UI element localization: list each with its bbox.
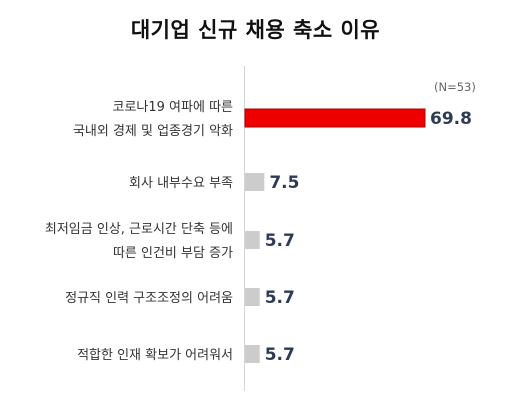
- value-label-4: 5.7: [265, 345, 295, 365]
- category-axis-line: [244, 66, 245, 391]
- category-label-4: 적합한 인재 확보가 어려워서: [77, 348, 233, 363]
- chart-title: 대기업 신규 채용 축소 이유: [130, 18, 381, 42]
- bar-4: [245, 345, 260, 363]
- category-label-2-line-1: 따른 인건비 부담 증가: [113, 246, 233, 261]
- category-label-1: 회사 내부수요 부족: [129, 176, 233, 191]
- bar-0: [244, 108, 426, 128]
- value-label-0: 69.8: [430, 109, 472, 129]
- category-label-1-line-0: 회사 내부수요 부족: [129, 176, 233, 191]
- category-label-0-line-1: 국내외 경제 및 업종경기 악화: [73, 124, 233, 139]
- bar-3: [245, 288, 260, 306]
- bar-2: [245, 231, 260, 249]
- value-label-2: 5.7: [265, 231, 295, 251]
- value-label-3: 5.7: [265, 288, 295, 308]
- category-label-2-line-0: 최저임금 인상, 근로시간 단축 등에: [45, 222, 233, 237]
- sample-size-note: (N=53): [434, 80, 476, 94]
- category-label-3: 정규직 인력 구조조정의 어려움: [65, 291, 233, 306]
- value-label-1: 7.5: [269, 173, 299, 193]
- category-label-0-line-0: 코로나19 여파에 따른: [113, 100, 234, 115]
- category-label-3-line-0: 정규직 인력 구조조정의 어려움: [65, 291, 233, 306]
- category-label-4-line-0: 적합한 인재 확보가 어려워서: [77, 348, 233, 363]
- bar-1: [245, 173, 265, 191]
